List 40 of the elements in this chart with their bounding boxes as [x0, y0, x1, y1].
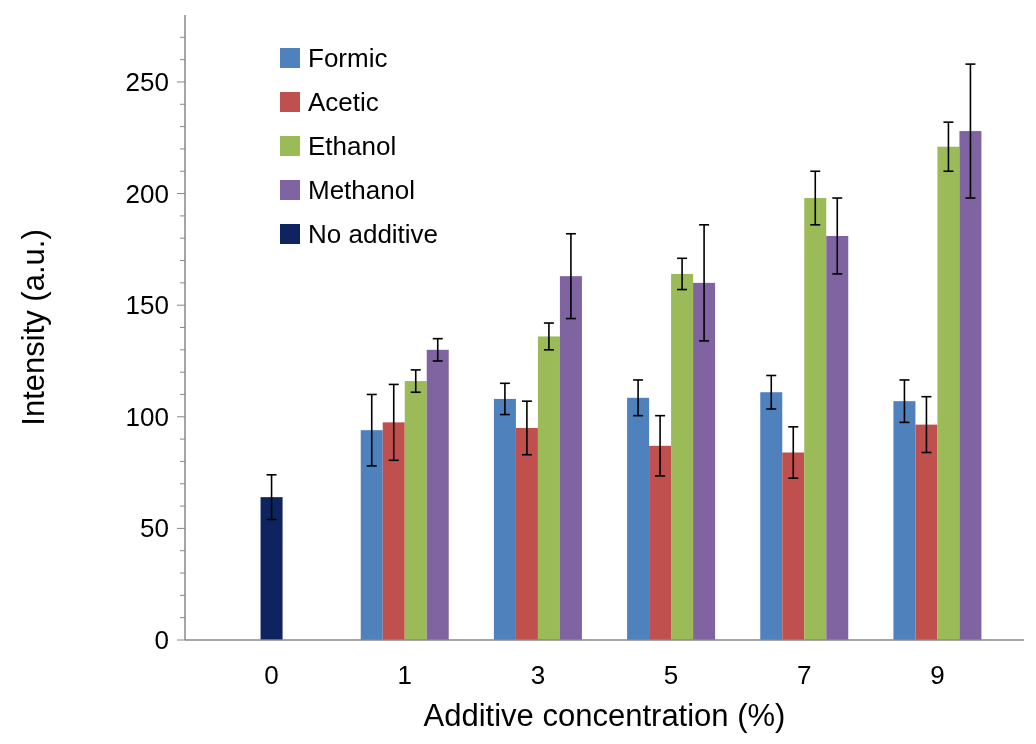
- x-tick-label: 5: [663, 660, 679, 690]
- bar: [893, 401, 916, 640]
- bar: [360, 430, 383, 640]
- x-axis-title: Additive concentration (%): [423, 698, 786, 733]
- bar: [649, 445, 672, 640]
- bar: [804, 198, 827, 640]
- x-tick-label: 0: [264, 660, 279, 690]
- legend-label: No additive: [308, 219, 439, 250]
- y-tick-label: 50: [140, 513, 169, 544]
- y-axis-title: Intensity (a.u.): [16, 229, 51, 426]
- bar: [493, 398, 516, 640]
- legend-label: Ethanol: [308, 131, 397, 162]
- bar: [627, 397, 650, 640]
- bar: [959, 131, 982, 640]
- legend-label: Acetic: [308, 87, 379, 118]
- bar: [915, 424, 938, 640]
- bar: [760, 392, 783, 640]
- bar: [559, 276, 582, 640]
- bar: [426, 349, 449, 640]
- bar: [382, 422, 405, 640]
- bar: [537, 336, 560, 640]
- y-tick-label: 0: [154, 625, 169, 656]
- legend-label: Formic: [308, 43, 388, 74]
- bar: [782, 452, 805, 640]
- x-tick-label: 1: [397, 660, 412, 690]
- bar: [937, 146, 960, 640]
- legend-label: Methanol: [308, 175, 415, 206]
- bar: [826, 235, 849, 640]
- y-tick-label: 200: [125, 178, 169, 209]
- y-tick-label: 150: [125, 290, 169, 321]
- x-tick-label: 9: [930, 660, 945, 690]
- x-tick-label: 7: [797, 660, 812, 690]
- bar: [260, 497, 283, 640]
- y-tick-label: 250: [125, 67, 169, 98]
- y-tick-label: 100: [125, 401, 169, 432]
- bar: [404, 381, 427, 640]
- x-tick-label: 3: [530, 660, 546, 690]
- bar: [515, 427, 538, 640]
- bar: [693, 282, 716, 640]
- bar: [671, 273, 694, 640]
